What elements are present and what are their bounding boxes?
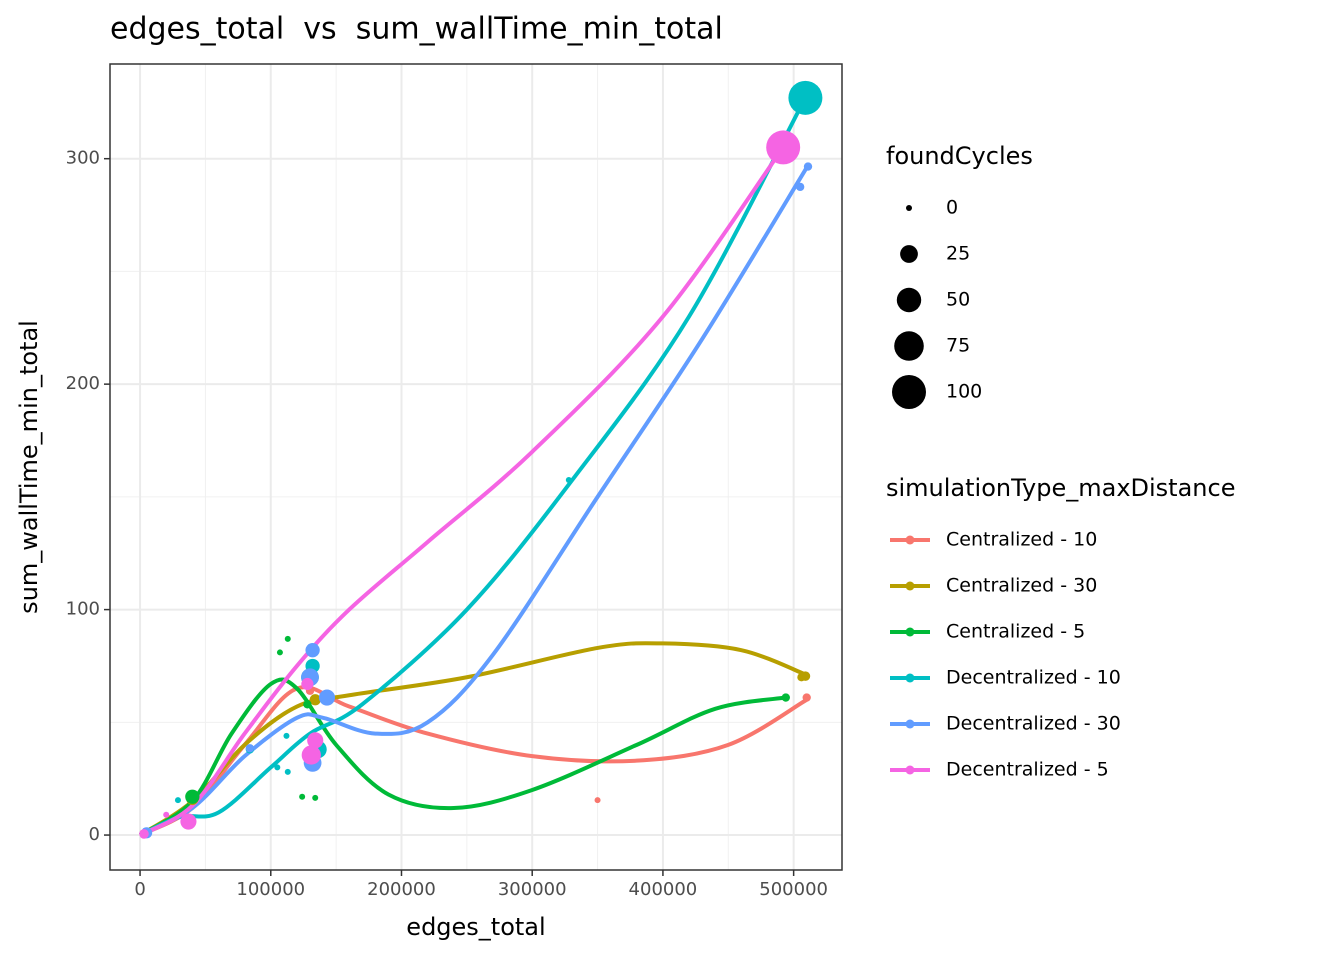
point: [245, 744, 255, 753]
point: [781, 693, 790, 702]
point: [274, 764, 281, 771]
point: [312, 794, 319, 801]
point: [276, 649, 283, 656]
legend-key-dot: [905, 765, 915, 775]
point: [283, 732, 290, 739]
point: [284, 635, 291, 642]
legend-key-dot: [905, 581, 915, 591]
size-legend-key: [892, 375, 926, 409]
size-legend-label: 50: [946, 289, 970, 311]
size-legend-title: foundCycles: [886, 142, 1033, 170]
y-tick-label: 0: [89, 824, 100, 845]
trend-line: [139, 164, 810, 837]
legend-label: Centralized - 30: [946, 575, 1097, 597]
point: [180, 813, 197, 830]
trend-line: [139, 96, 808, 837]
size-legend-label: 100: [946, 381, 982, 403]
y-axis-label: sum_wallTime_min_total: [15, 320, 43, 614]
point: [802, 693, 811, 702]
legend-key-dot: [905, 627, 915, 637]
point: [185, 789, 200, 804]
trend-line: [139, 146, 785, 837]
x-tick-label: 500000: [759, 879, 828, 900]
point: [788, 80, 823, 115]
point: [766, 130, 801, 165]
chart-title: edges_total vs sum_wallTime_min_total: [110, 12, 723, 47]
legend-key-dot: [905, 719, 915, 729]
size-legend-key: [894, 331, 924, 361]
size-legend-label: 25: [946, 243, 970, 265]
y-tick-label: 200: [66, 373, 100, 394]
point: [284, 768, 291, 775]
x-tick-label: 300000: [498, 879, 567, 900]
y-tick-label: 100: [66, 599, 100, 620]
point: [797, 673, 806, 682]
legend-key-dot: [905, 535, 915, 545]
point: [565, 476, 572, 483]
point: [303, 700, 312, 709]
point: [301, 677, 314, 691]
point: [307, 732, 324, 749]
x-tick-label: 400000: [629, 879, 698, 900]
legend-label: Centralized - 10: [946, 529, 1097, 551]
point: [594, 797, 601, 804]
point: [803, 162, 813, 171]
point: [139, 829, 149, 839]
x-tick-label: 100000: [236, 879, 305, 900]
legend-key-dot: [905, 673, 915, 683]
trend-line: [138, 641, 808, 837]
point: [318, 689, 336, 706]
size-legend-label: 75: [946, 335, 970, 357]
x-tick-label: 0: [134, 879, 145, 900]
point: [796, 182, 805, 192]
legend-label: Decentralized - 30: [946, 713, 1121, 735]
trend-line: [138, 677, 787, 837]
size-legend-key: [906, 205, 912, 211]
legend-label: Decentralized - 10: [946, 667, 1121, 689]
plot-border: [109, 63, 843, 871]
size-legend-key: [900, 245, 918, 263]
point: [305, 643, 320, 658]
point: [309, 694, 321, 706]
y-tick-label: 300: [66, 148, 100, 169]
size-legend-label: 0: [946, 197, 958, 219]
point: [301, 745, 321, 765]
size-legend-key: [896, 287, 922, 313]
point: [174, 797, 181, 804]
plot-background: [110, 64, 842, 870]
legend-label: Centralized - 5: [946, 621, 1085, 643]
x-axis-label: edges_total: [406, 913, 545, 941]
point: [163, 811, 170, 818]
point: [299, 793, 306, 800]
legend-label: Decentralized - 5: [946, 759, 1109, 781]
x-tick-label: 200000: [367, 879, 436, 900]
color-legend-title: simulationType_maxDistance: [886, 474, 1235, 502]
